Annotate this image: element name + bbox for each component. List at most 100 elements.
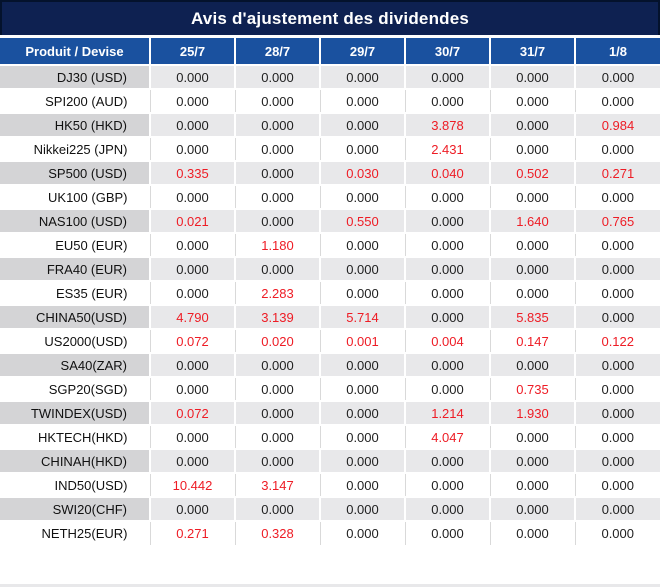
value-cell: 0.000 bbox=[149, 64, 235, 90]
table-row: US2000(USD) 0.072 0.020 0.001 0.004 0.147 0.12… bbox=[0, 329, 660, 353]
value-cell: 0.021 bbox=[149, 208, 235, 234]
column-header-date: 29/7 bbox=[319, 38, 405, 66]
value-cell: 0.000 bbox=[489, 281, 575, 305]
table-row: CHINAH(HKD) 0.000 0.000 0.000 0.000 0.000 0.00… bbox=[0, 448, 660, 474]
value-cell: 0.000 bbox=[489, 425, 575, 449]
value-cell: 0.000 bbox=[489, 256, 575, 282]
product-cell: HKTECH(HKD) bbox=[0, 425, 150, 449]
table-row: NETH25(EUR) 0.271 0.328 0.000 0.000 0.000 0.00… bbox=[0, 521, 660, 545]
value-cell: 1.930 bbox=[489, 400, 575, 426]
value-cell: 0.000 bbox=[234, 64, 320, 90]
value-cell: 0.000 bbox=[489, 233, 575, 257]
value-cell: 0.000 bbox=[489, 473, 575, 497]
value-cell: 1.180 bbox=[234, 233, 320, 257]
value-cell: 0.000 bbox=[234, 448, 320, 474]
value-cell: 0.328 bbox=[234, 521, 320, 545]
value-cell: 0.000 bbox=[149, 352, 235, 378]
value-cell: 0.000 bbox=[319, 64, 405, 90]
value-cell: 5.714 bbox=[319, 304, 405, 330]
value-cell: 0.000 bbox=[489, 112, 575, 138]
product-cell: TWINDEX(USD) bbox=[0, 400, 150, 426]
value-cell: 0.000 bbox=[149, 377, 235, 401]
value-cell: 0.000 bbox=[404, 448, 490, 474]
value-cell: 0.000 bbox=[574, 281, 660, 305]
table-row: SPI200 (AUD) 0.000 0.000 0.000 0.000 0.000 0.0… bbox=[0, 89, 660, 113]
table-row: EU50 (EUR) 0.000 1.180 0.000 0.000 0.000 0.000 bbox=[0, 233, 660, 257]
value-cell: 4.790 bbox=[149, 304, 235, 330]
product-cell: NAS100 (USD) bbox=[0, 208, 150, 234]
value-cell: 0.000 bbox=[234, 89, 320, 113]
value-cell: 0.000 bbox=[234, 352, 320, 378]
product-cell: EU50 (EUR) bbox=[0, 233, 150, 257]
value-cell: 0.000 bbox=[319, 448, 405, 474]
header-row: Produit / Devise 25/7 28/7 29/7 30/7 31/… bbox=[0, 38, 660, 66]
value-cell: 0.000 bbox=[574, 496, 660, 522]
product-cell: SP500 (USD) bbox=[0, 160, 150, 186]
value-cell: 0.335 bbox=[149, 160, 235, 186]
value-cell: 0.000 bbox=[404, 185, 490, 209]
product-cell: CHINAH(HKD) bbox=[0, 448, 150, 474]
value-cell: 0.000 bbox=[234, 256, 320, 282]
column-header-date: 1/8 bbox=[574, 38, 660, 66]
table-row: HK50 (HKD) 0.000 0.000 0.000 3.878 0.000 0.984 bbox=[0, 112, 660, 138]
value-cell: 0.000 bbox=[234, 377, 320, 401]
value-cell: 0.000 bbox=[489, 496, 575, 522]
value-cell: 0.765 bbox=[574, 208, 660, 234]
value-cell: 0.000 bbox=[489, 521, 575, 545]
value-cell: 3.139 bbox=[234, 304, 320, 330]
value-cell: 0.000 bbox=[574, 137, 660, 161]
value-cell: 0.000 bbox=[574, 473, 660, 497]
value-cell: 5.835 bbox=[489, 304, 575, 330]
value-cell: 0.000 bbox=[404, 304, 490, 330]
value-cell: 0.000 bbox=[234, 208, 320, 234]
product-cell: Nikkei225 (JPN) bbox=[0, 137, 150, 161]
value-cell: 1.214 bbox=[404, 400, 490, 426]
table-row: SGP20(SGD) 0.000 0.000 0.000 0.000 0.735 0.000 bbox=[0, 377, 660, 401]
value-cell: 0.000 bbox=[574, 89, 660, 113]
value-cell: 0.000 bbox=[489, 137, 575, 161]
value-cell: 0.000 bbox=[149, 185, 235, 209]
value-cell: 0.000 bbox=[149, 233, 235, 257]
value-cell: 0.000 bbox=[574, 400, 660, 426]
value-cell: 0.000 bbox=[319, 233, 405, 257]
value-cell: 1.640 bbox=[489, 208, 575, 234]
product-cell: FRA40 (EUR) bbox=[0, 256, 150, 282]
product-cell: SA40(ZAR) bbox=[0, 352, 150, 378]
table-row: NAS100 (USD) 0.021 0.000 0.550 0.000 1.640 0.7… bbox=[0, 208, 660, 234]
value-cell: 0.020 bbox=[234, 329, 320, 353]
product-cell: SPI200 (AUD) bbox=[0, 89, 150, 113]
value-cell: 0.000 bbox=[489, 448, 575, 474]
table-row: TWINDEX(USD) 0.072 0.000 0.000 1.214 1.930 0.0… bbox=[0, 400, 660, 426]
value-cell: 0.000 bbox=[404, 64, 490, 90]
value-cell: 0.000 bbox=[234, 185, 320, 209]
value-cell: 0.000 bbox=[149, 425, 235, 449]
value-cell: 0.072 bbox=[149, 329, 235, 353]
value-cell: 0.000 bbox=[404, 233, 490, 257]
value-cell: 0.550 bbox=[319, 208, 405, 234]
value-cell: 0.000 bbox=[574, 448, 660, 474]
value-cell: 0.001 bbox=[319, 329, 405, 353]
table-row: CHINA50(USD) 4.790 3.139 5.714 0.000 5.835 0.0… bbox=[0, 304, 660, 330]
value-cell: 0.147 bbox=[489, 329, 575, 353]
value-cell: 0.000 bbox=[234, 112, 320, 138]
value-cell: 0.000 bbox=[574, 185, 660, 209]
value-cell: 0.502 bbox=[489, 160, 575, 186]
value-cell: 0.000 bbox=[234, 400, 320, 426]
value-cell: 0.000 bbox=[574, 352, 660, 378]
value-cell: 0.000 bbox=[574, 425, 660, 449]
value-cell: 0.000 bbox=[319, 137, 405, 161]
value-cell: 0.004 bbox=[404, 329, 490, 353]
product-cell: IND50(USD) bbox=[0, 473, 150, 497]
value-cell: 0.000 bbox=[149, 281, 235, 305]
value-cell: 0.000 bbox=[489, 352, 575, 378]
value-cell: 0.000 bbox=[234, 160, 320, 186]
value-cell: 0.000 bbox=[404, 352, 490, 378]
value-cell: 0.000 bbox=[234, 425, 320, 449]
value-cell: 0.000 bbox=[234, 496, 320, 522]
column-header-date: 28/7 bbox=[234, 38, 320, 66]
value-cell: 0.072 bbox=[149, 400, 235, 426]
value-cell: 0.000 bbox=[149, 496, 235, 522]
value-cell: 0.000 bbox=[404, 496, 490, 522]
bottom-divider bbox=[0, 584, 660, 587]
value-cell: 0.000 bbox=[404, 89, 490, 113]
